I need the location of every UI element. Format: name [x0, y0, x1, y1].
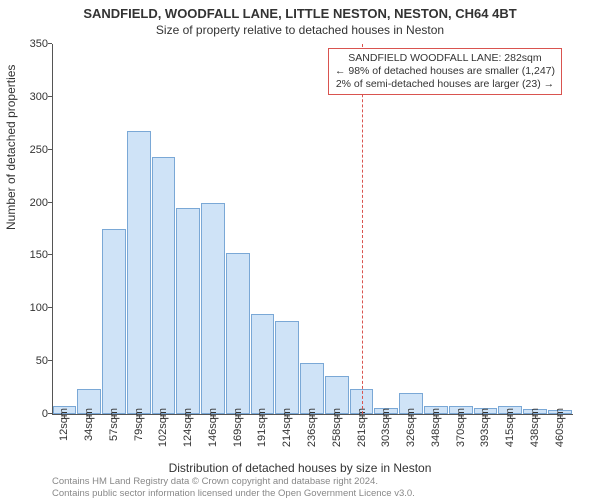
bars-container: [52, 44, 572, 414]
y-tick-mark: [48, 307, 52, 308]
attribution-line2: Contains public sector information licen…: [52, 488, 415, 499]
x-tick-mark: [560, 414, 561, 418]
chart-title-sub: Size of property relative to detached ho…: [0, 21, 600, 41]
x-axis-label: Distribution of detached houses by size …: [0, 461, 600, 475]
histogram-bar: [251, 314, 275, 414]
y-tick-label: 150: [16, 249, 48, 261]
x-tick-mark: [535, 414, 536, 418]
histogram-bar: [127, 131, 151, 414]
x-tick-label: 79sqm: [133, 408, 145, 441]
y-tick-label: 100: [16, 302, 48, 314]
x-tick-mark: [238, 414, 239, 418]
attribution-text: Contains HM Land Registry data © Crown c…: [52, 476, 415, 499]
x-tick-mark: [337, 414, 338, 418]
x-tick-mark: [114, 414, 115, 418]
x-tick-mark: [485, 414, 486, 418]
x-tick-mark: [262, 414, 263, 418]
y-tick-label: 300: [16, 91, 48, 103]
chart-area: 050100150200250300350 12sqm34sqm57sqm79s…: [52, 44, 572, 414]
x-tick-mark: [89, 414, 90, 418]
reference-line: [362, 44, 363, 414]
x-tick-mark: [188, 414, 189, 418]
histogram-bar: [226, 253, 250, 414]
x-tick-mark: [139, 414, 140, 418]
chart-title-main: SANDFIELD, WOODFALL LANE, LITTLE NESTON,…: [0, 0, 600, 21]
y-tick-label: 0: [16, 408, 48, 420]
annotation-line: 2% of semi-detached houses are larger (2…: [335, 78, 555, 91]
annotation-line: ← 98% of detached houses are smaller (1,…: [335, 65, 555, 78]
x-tick-mark: [461, 414, 462, 418]
histogram-bar: [300, 363, 324, 414]
histogram-bar: [152, 157, 176, 414]
x-tick-mark: [362, 414, 363, 418]
annotation-box: SANDFIELD WOODFALL LANE: 282sqm← 98% of …: [328, 48, 562, 95]
y-tick-mark: [48, 254, 52, 255]
annotation-line: SANDFIELD WOODFALL LANE: 282sqm: [335, 52, 555, 65]
histogram-bar: [176, 208, 200, 414]
x-tick-mark: [64, 414, 65, 418]
attribution-line1: Contains HM Land Registry data © Crown c…: [52, 476, 415, 487]
x-tick-mark: [411, 414, 412, 418]
x-tick-mark: [312, 414, 313, 418]
y-tick-label: 250: [16, 144, 48, 156]
y-tick-label: 200: [16, 197, 48, 209]
x-tick-mark: [163, 414, 164, 418]
x-tick-mark: [436, 414, 437, 418]
x-tick-mark: [510, 414, 511, 418]
x-tick-label: 57sqm: [108, 408, 120, 441]
histogram-bar: [102, 229, 126, 414]
y-tick-label: 350: [16, 38, 48, 50]
y-tick-mark: [48, 43, 52, 44]
x-tick-mark: [386, 414, 387, 418]
y-tick-mark: [48, 360, 52, 361]
y-tick-mark: [48, 202, 52, 203]
histogram-bar: [275, 321, 299, 414]
y-tick-mark: [48, 149, 52, 150]
x-tick-label: 12sqm: [58, 408, 70, 441]
histogram-bar: [201, 203, 225, 414]
y-tick-label: 50: [16, 355, 48, 367]
x-tick-mark: [213, 414, 214, 418]
y-tick-mark: [48, 413, 52, 414]
x-tick-label: 34sqm: [83, 408, 95, 441]
y-tick-mark: [48, 96, 52, 97]
x-tick-mark: [287, 414, 288, 418]
